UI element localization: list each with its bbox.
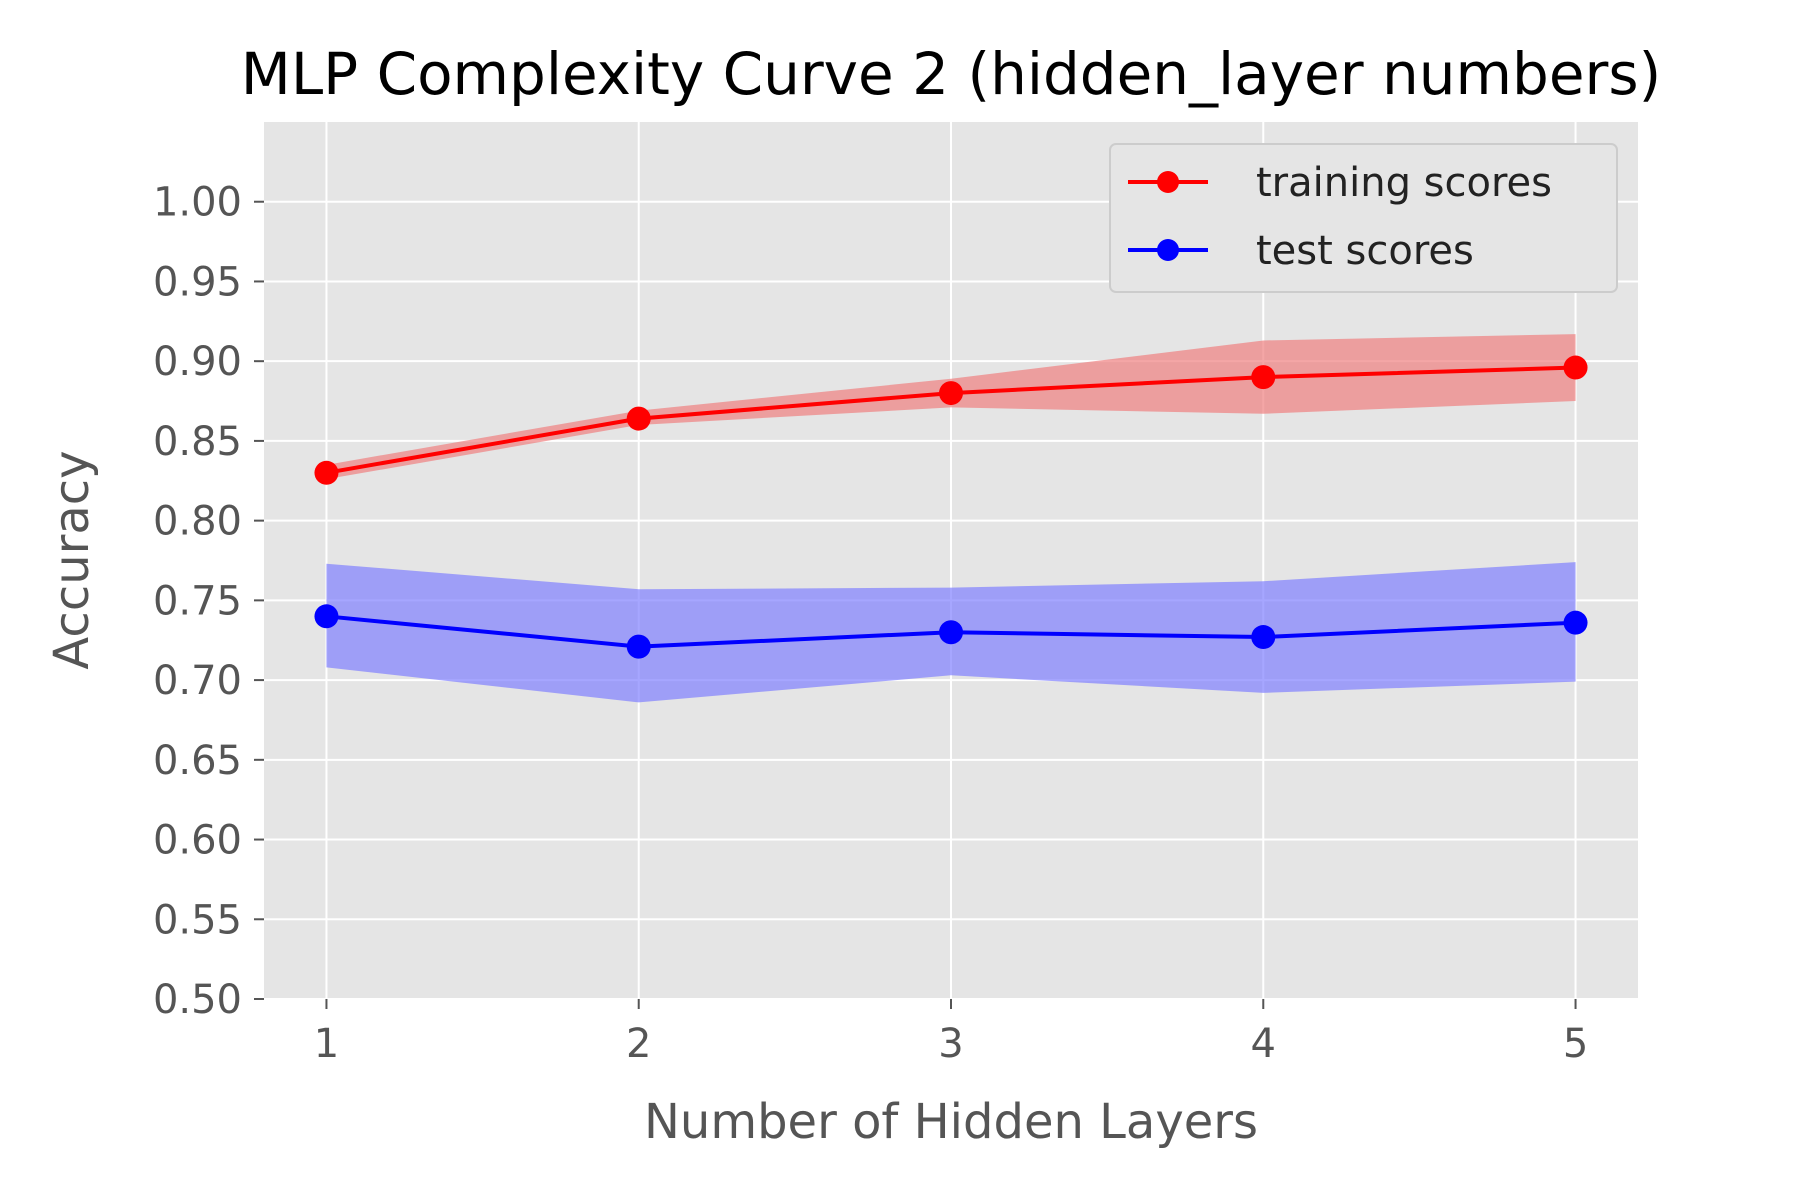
legend-label-training: training scores [1256, 160, 1552, 206]
y-tick-label: 0.75 [153, 578, 242, 624]
y-axis-ticks: 0.50 0.55 0.60 0.65 0.70 0.75 0.80 0.85 0.90 0.95… [153, 180, 264, 1023]
y-tick-label: 0.85 [153, 419, 242, 465]
legend-box [1109, 143, 1618, 293]
test-point [626, 634, 651, 659]
y-tick-label: 0.80 [153, 499, 242, 545]
training-point [1563, 355, 1588, 380]
y-tick-label: 0.90 [153, 339, 242, 385]
y-tick-label: 0.60 [153, 818, 242, 864]
x-tick-label: 4 [1251, 1021, 1276, 1067]
x-tick-label: 1 [314, 1021, 339, 1067]
test-point [314, 604, 339, 629]
test-point [1563, 610, 1588, 635]
test-point [1251, 625, 1276, 650]
series-points [314, 355, 1588, 659]
training-point [1251, 365, 1276, 390]
x-axis-label: Number of Hidden Layers [644, 1094, 1258, 1150]
test-point [939, 620, 963, 645]
chart-title: MLP Complexity Curve 2 (hidden_layer num… [241, 40, 1661, 108]
y-tick-label: 0.70 [153, 658, 242, 704]
legend-label-test: test scores [1256, 228, 1474, 274]
x-tick-label: 5 [1563, 1021, 1588, 1067]
y-tick-label: 0.50 [153, 977, 242, 1023]
x-tick-label: 3 [938, 1021, 963, 1067]
legend: training scores test scores [1109, 143, 1618, 293]
y-axis-label: Accuracy [44, 450, 100, 669]
legend-marker-training [1157, 171, 1179, 193]
y-tick-label: 1.00 [153, 180, 242, 226]
y-tick-label: 0.95 [153, 259, 242, 305]
training-point [626, 406, 651, 431]
legend-marker-test [1157, 239, 1179, 261]
training-point [314, 460, 339, 485]
y-tick-label: 0.65 [153, 738, 242, 784]
y-tick-label: 0.55 [153, 897, 242, 943]
x-tick-label: 2 [626, 1021, 651, 1067]
training-point [939, 381, 963, 406]
x-axis-ticks: 1 2 3 4 5 [314, 999, 1588, 1067]
